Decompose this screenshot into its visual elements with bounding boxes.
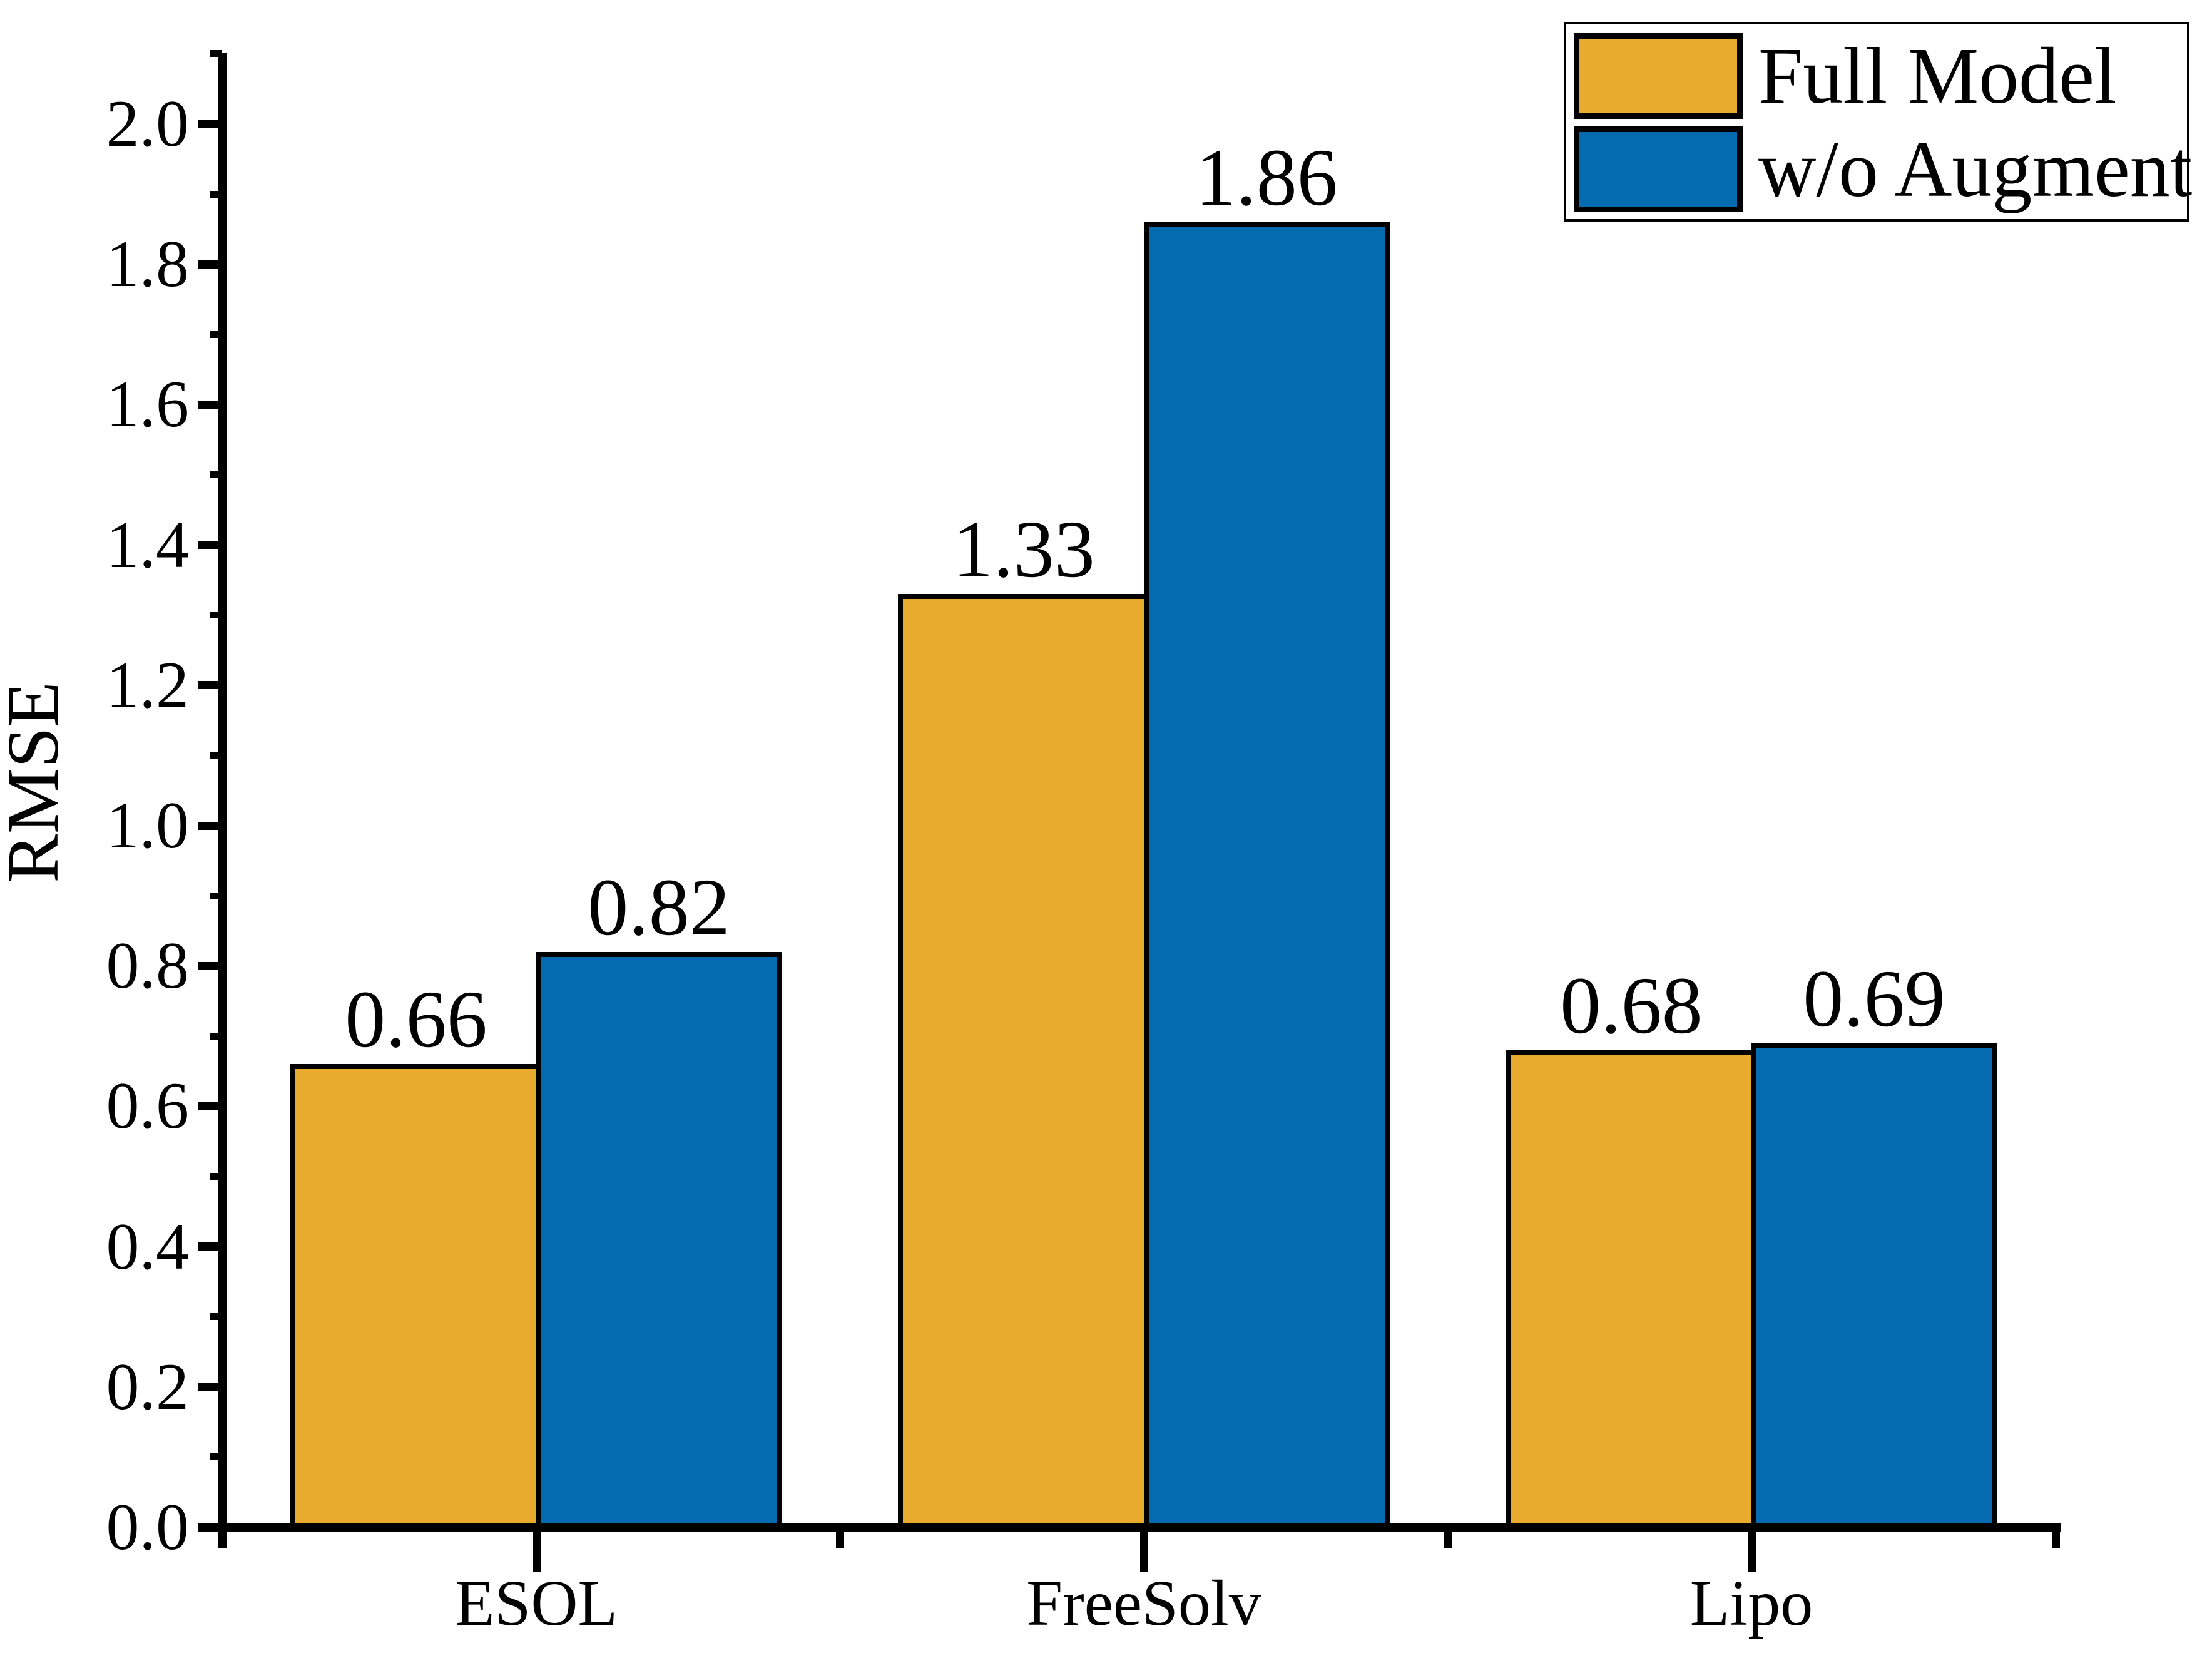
bar-freesolv-full-model [898, 594, 1149, 1528]
legend-swatch-wo-augment [1574, 126, 1743, 212]
legend-swatch-full-model [1574, 33, 1743, 119]
x-axis-category-label: Lipo [1690, 1567, 1813, 1639]
y-axis-tick-label: 0.6 [106, 1069, 190, 1143]
legend-box: Full Model w/o Augment [1564, 22, 2193, 222]
y-axis-tick-label: 2.0 [106, 87, 190, 160]
y-axis-minor-tick [210, 752, 222, 759]
bar-value-label: 0.66 [345, 975, 487, 1065]
bar-value-label: 1.86 [1195, 133, 1338, 223]
x-axis-major-tick [532, 1527, 541, 1572]
y-axis-tick-label: 1.2 [106, 648, 190, 722]
bar-value-label: 1.33 [952, 504, 1095, 595]
y-axis-tick-label: 0.0 [106, 1490, 190, 1563]
x-axis-minor-tick [2051, 1527, 2060, 1548]
bar-value-label: 0.82 [588, 862, 730, 953]
bar-lipo-full-model [1506, 1050, 1756, 1528]
y-axis-minor-tick [210, 190, 222, 198]
bar-freesolv-wo-augment [1144, 222, 1390, 1528]
bar-esol-wo-augment [536, 952, 782, 1528]
y-axis-major-tick [198, 541, 222, 550]
y-axis-line [218, 53, 227, 1532]
bar-lipo-wo-augment [1751, 1043, 1997, 1528]
y-axis-minor-tick [210, 330, 222, 338]
y-axis-major-tick [198, 821, 222, 830]
x-axis-major-tick [1139, 1527, 1148, 1572]
x-axis-line [218, 1523, 2061, 1532]
y-axis-major-tick [198, 400, 222, 409]
y-axis-tick-label: 1.8 [106, 227, 190, 301]
legend-label-wo-augment: w/o Augment [1758, 125, 2193, 213]
y-axis-tick-label: 0.2 [106, 1349, 190, 1423]
x-axis-category-label: ESOL [455, 1567, 618, 1639]
y-axis-tick-label: 1.6 [106, 367, 190, 441]
y-axis-major-tick [198, 1242, 222, 1251]
y-axis-major-tick [198, 1523, 222, 1532]
y-axis-major-tick [198, 1102, 222, 1110]
y-axis-minor-tick [210, 892, 222, 899]
y-axis-major-tick [198, 260, 222, 269]
y-axis-minor-tick [210, 1173, 222, 1180]
y-axis-tick-label: 1.0 [106, 789, 190, 862]
bar-value-label: 0.69 [1803, 954, 1945, 1044]
y-axis-minor-tick [210, 1313, 222, 1321]
y-axis-major-tick [198, 961, 222, 970]
x-axis-minor-tick [218, 1527, 227, 1548]
y-axis-major-tick [198, 1383, 222, 1391]
y-axis-minor-tick [210, 612, 222, 619]
x-axis-minor-tick [1444, 1527, 1452, 1548]
legend-label-full-model: Full Model [1758, 31, 2117, 120]
x-axis-minor-tick [836, 1527, 844, 1548]
y-axis-tick-label: 0.4 [106, 1209, 190, 1283]
bar-esol-full-model [290, 1064, 541, 1528]
y-axis-major-tick [198, 120, 222, 128]
y-axis-minor-tick [210, 50, 222, 58]
y-axis-tick-label: 1.4 [106, 508, 190, 581]
y-axis-minor-tick [210, 1453, 222, 1461]
y-axis-minor-tick [210, 471, 222, 478]
y-axis-minor-tick [210, 1032, 222, 1040]
y-axis-tick-label: 0.8 [106, 929, 190, 1003]
y-axis-major-tick [198, 681, 222, 690]
bar-value-label: 0.68 [1560, 961, 1703, 1051]
x-axis-category-label: FreeSolv [1026, 1567, 1261, 1639]
x-axis-major-tick [1747, 1527, 1756, 1572]
